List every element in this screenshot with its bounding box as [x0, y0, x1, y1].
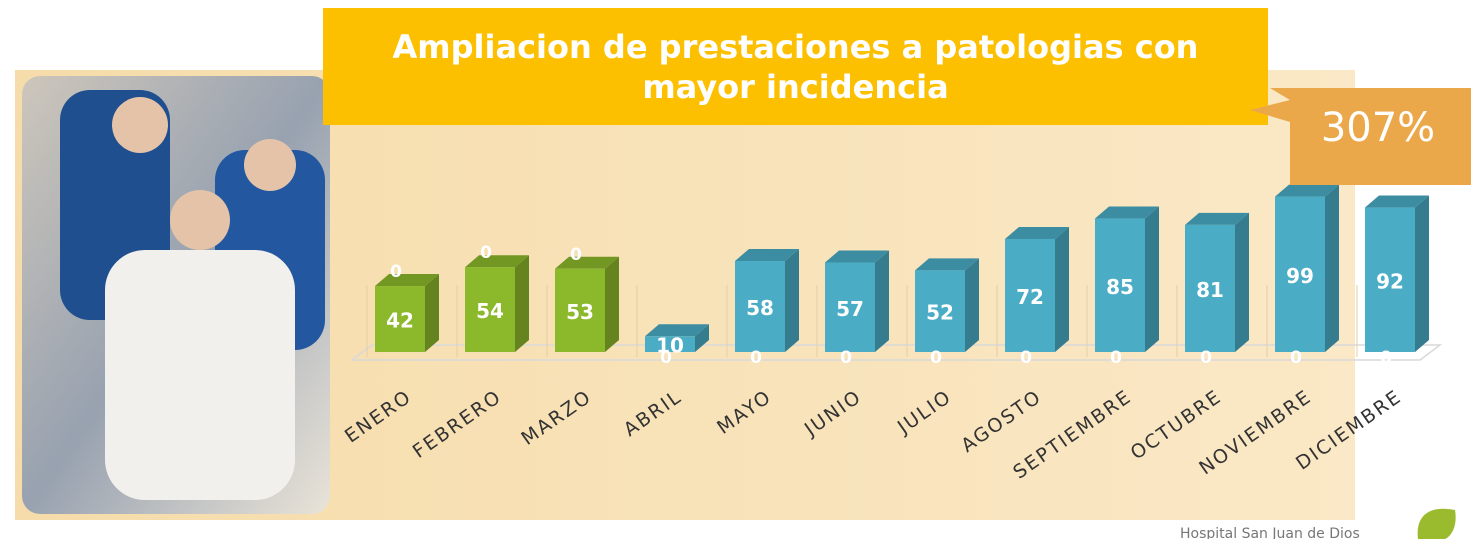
bar-side — [605, 257, 619, 352]
bar-side — [1235, 213, 1249, 352]
value-label: 57 — [836, 297, 864, 321]
bar-side — [1325, 185, 1339, 352]
bar-side — [1055, 227, 1069, 352]
bar-side — [785, 249, 799, 352]
value-label: 72 — [1016, 285, 1044, 309]
callout-value: 307% — [1321, 105, 1435, 151]
title-holder: Ampliacion de prestaciones a patologias … — [323, 8, 1268, 125]
value-label: 0 — [840, 348, 852, 368]
value-label: 0 — [1380, 348, 1392, 368]
chart-title: Ampliacion de prestaciones a patologias … — [323, 8, 1268, 125]
logo-leaf — [1418, 509, 1456, 539]
value-label: 0 — [750, 348, 762, 368]
bar-side — [425, 274, 439, 352]
value-label: 81 — [1196, 278, 1224, 302]
bar-side — [1145, 207, 1159, 352]
photo — [22, 76, 330, 514]
value-label: 42 — [386, 309, 414, 333]
value-label: 0 — [660, 348, 672, 368]
value-label: 58 — [746, 296, 774, 320]
value-label: 52 — [926, 301, 954, 325]
bar-side — [515, 255, 529, 352]
value-label: 53 — [566, 300, 594, 324]
value-label: 0 — [570, 245, 582, 265]
value-label: 99 — [1286, 264, 1314, 288]
value-label: 0 — [1110, 348, 1122, 368]
bar-side — [1415, 196, 1429, 352]
value-label: 0 — [1200, 348, 1212, 368]
value-label: 0 — [390, 262, 402, 282]
value-label: 85 — [1106, 275, 1134, 299]
bar-side — [875, 251, 889, 352]
value-label: 0 — [930, 348, 942, 368]
footer: Hospital San Juan de Dios — [1180, 526, 1360, 539]
bar-side — [965, 258, 979, 352]
slide: 420ENERO540FEBRERO530MARZO100ABRIL580MAY… — [0, 0, 1471, 539]
value-label: 54 — [476, 299, 504, 323]
value-label: 0 — [1020, 348, 1032, 368]
value-label: 0 — [1290, 348, 1302, 368]
value-label: 92 — [1376, 269, 1404, 293]
value-label: 0 — [480, 243, 492, 263]
